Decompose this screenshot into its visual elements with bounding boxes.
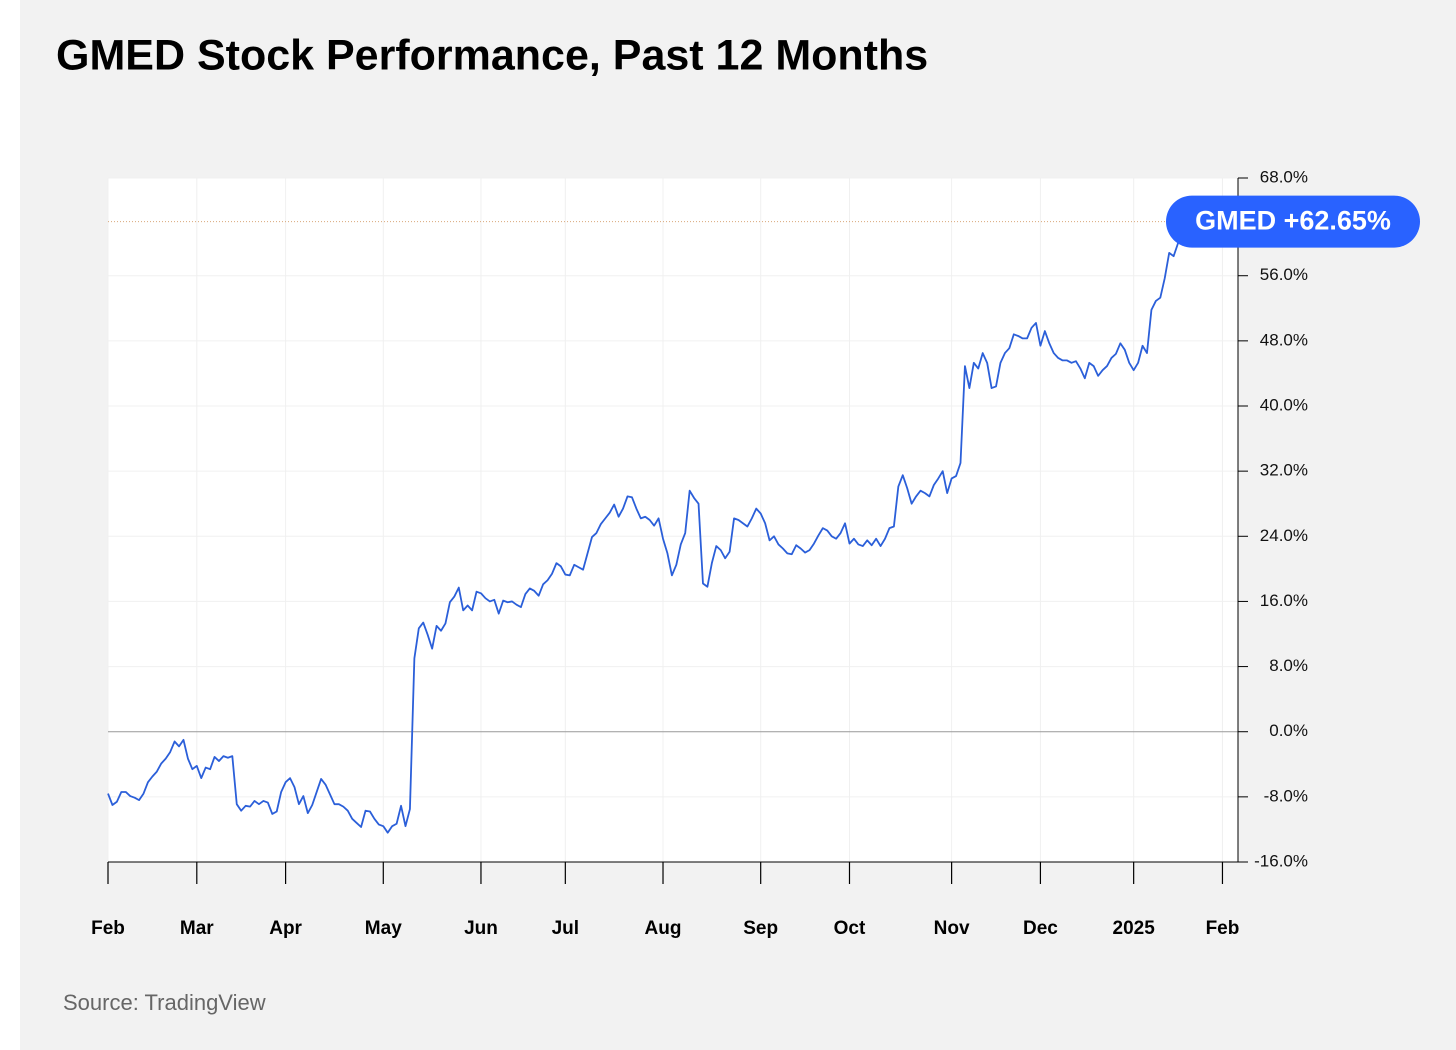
end-label-box [1166, 195, 1420, 248]
x-tick-label: Apr [269, 918, 302, 939]
y-tick-label: -16.0% [1254, 851, 1308, 870]
y-tick-label: 40.0% [1260, 395, 1308, 414]
end-label: GMED +62.65% [1195, 206, 1391, 236]
x-tick-label: May [365, 918, 402, 939]
x-tick-label: Jul [552, 918, 579, 939]
x-tick-label: Aug [645, 918, 682, 939]
x-tick-label: Jun [464, 918, 498, 939]
y-tick-label: 16.0% [1260, 591, 1308, 610]
y-tick-label: 32.0% [1260, 461, 1308, 480]
source: Source: TradingView [63, 990, 266, 1015]
x-tick-label: Mar [180, 918, 214, 939]
y-tick-label: 0.0% [1269, 721, 1308, 740]
x-tick-label: Feb [91, 918, 125, 939]
x-tick-label: Dec [1023, 918, 1058, 939]
y-tick-label: 48.0% [1260, 330, 1308, 349]
y-tick-label: 68.0% [1260, 167, 1308, 186]
x-tick-label: Nov [934, 918, 970, 939]
price-line [107, 221, 1184, 834]
x-tick-label: 2025 [1113, 918, 1156, 939]
plot-area [108, 178, 1238, 862]
x-tick-label: Sep [743, 918, 778, 939]
x-tick-label: Feb [1206, 918, 1240, 939]
y-tick-label: 8.0% [1269, 656, 1308, 675]
x-tick-label: Oct [834, 918, 866, 939]
y-tick-label: -8.0% [1264, 786, 1308, 805]
y-tick-label: 24.0% [1260, 526, 1308, 545]
y-tick-label: 56.0% [1260, 265, 1308, 284]
chart-title: GMED Stock Performance, Past 12 Months [56, 31, 928, 79]
